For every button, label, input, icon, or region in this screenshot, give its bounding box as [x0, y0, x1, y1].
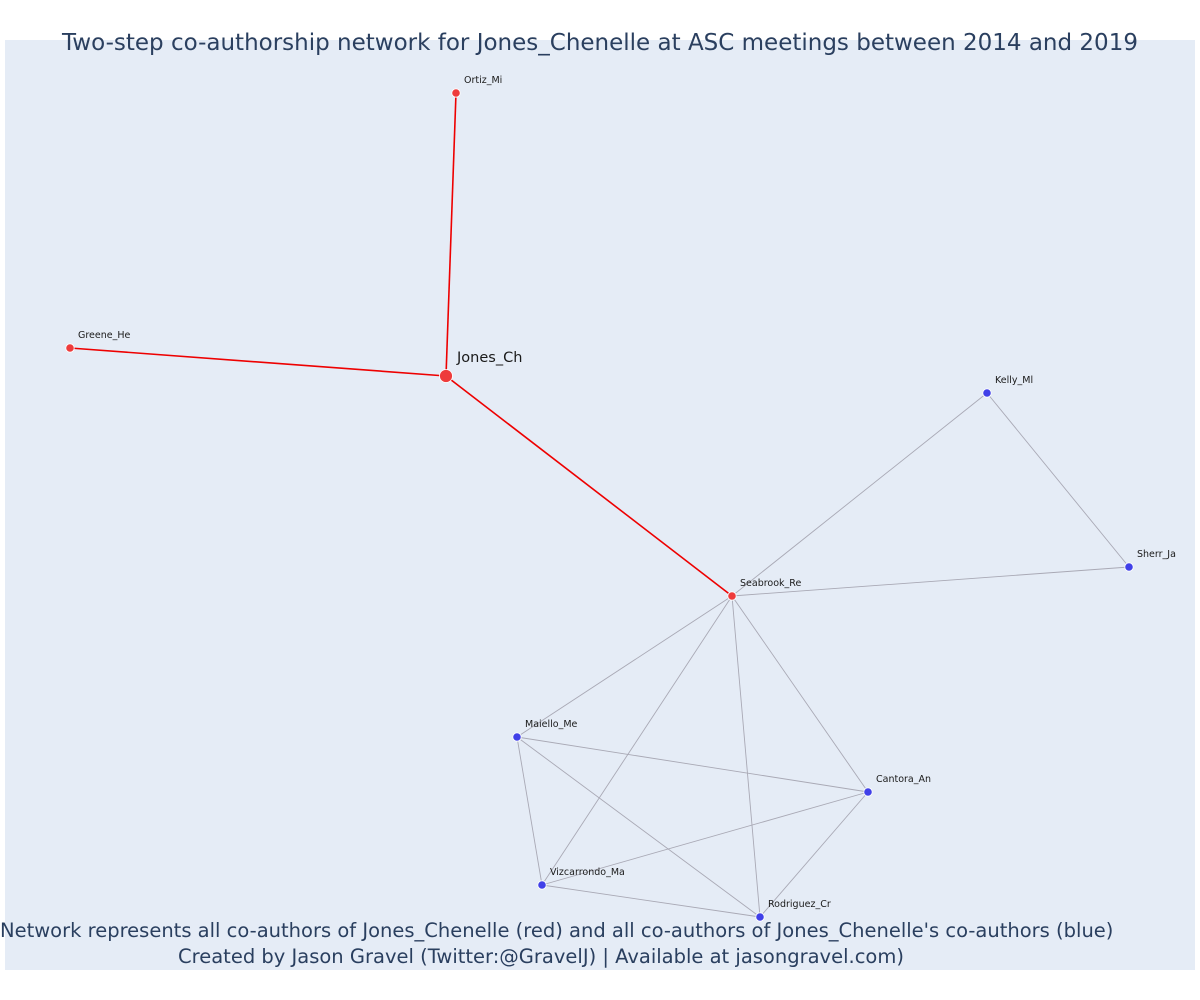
caption-line-1: Network represents all co-authors of Jon… [0, 919, 1114, 942]
edge-Kelly_Ml-Sherr_Ja [986, 392, 1130, 568]
edge-Seabrook_Re-Maiello_Me [516, 595, 733, 738]
node-label-Ortiz_Mi: Ortiz_Mi [464, 75, 502, 86]
node-label-Sherr_Ja: Sherr_Ja [1137, 549, 1176, 560]
edge-Seabrook_Re-Cantora_An [731, 595, 869, 793]
edges-layer [69, 92, 1130, 918]
node-Maiello_Me[interactable] [512, 732, 522, 742]
node-Sherr_Ja[interactable] [1124, 562, 1134, 572]
node-Vizcarrondo_Ma[interactable] [537, 880, 547, 890]
edge-Cantora_An-Rodriguez_Cr [759, 791, 869, 918]
edge-Vizcarrondo_Ma-Rodriguez_Cr [541, 884, 761, 918]
node-label-Maiello_Me: Maiello_Me [525, 719, 578, 730]
node-Jones_Ch[interactable] [439, 369, 453, 383]
node-Cantora_An[interactable] [863, 787, 873, 797]
edge-Seabrook_Re-Sherr_Ja [731, 566, 1130, 597]
node-Rodriguez_Cr[interactable] [755, 912, 765, 922]
chart-title: Two-step co-authorship network for Jones… [62, 30, 1138, 56]
edge-Jones_Ch-Seabrook_Re [445, 375, 733, 597]
caption-line-2: Created by Jason Gravel (Twitter:@Gravel… [178, 945, 904, 968]
nodes-layer: Jones_Ch Ortiz_Mi Greene_He Seabrook_Re Kell… [65, 75, 1176, 922]
plot-background [5, 40, 1195, 970]
edge-Seabrook_Re-Rodriguez_Cr [731, 595, 761, 918]
node-Kelly_Ml[interactable] [982, 388, 992, 398]
edge-Vizcarrondo_Ma-Cantora_An [541, 791, 869, 886]
edge-Seabrook_Re-Vizcarrondo_Ma [541, 595, 733, 886]
node-label-Kelly_Ml: Kelly_Ml [995, 375, 1033, 386]
node-label-Cantora_An: Cantora_An [876, 774, 931, 785]
node-label-Greene_He: Greene_He [78, 330, 131, 341]
caption: Network represents all co-authors of Jon… [0, 918, 1114, 970]
node-label-Seabrook_Re: Seabrook_Re [740, 578, 801, 589]
node-Greene_He[interactable] [65, 343, 75, 353]
edge-Jones_Ch-Ortiz_Mi [445, 92, 457, 377]
node-label-Rodriguez_Cr: Rodriguez_Cr [768, 899, 831, 910]
node-label-Jones_Ch: Jones_Ch [456, 350, 522, 366]
edge-Maiello_Me-Vizcarrondo_Ma [516, 736, 543, 886]
edge-Maiello_Me-Rodriguez_Cr [516, 736, 761, 918]
node-Ortiz_Mi[interactable] [451, 88, 461, 98]
edge-Seabrook_Re-Kelly_Ml [731, 392, 988, 597]
edge-Jones_Ch-Greene_He [69, 347, 447, 377]
node-Seabrook_Re[interactable] [727, 591, 737, 601]
edge-Maiello_Me-Cantora_An [516, 736, 869, 793]
node-label-Vizcarrondo_Ma: Vizcarrondo_Ma [550, 867, 625, 878]
